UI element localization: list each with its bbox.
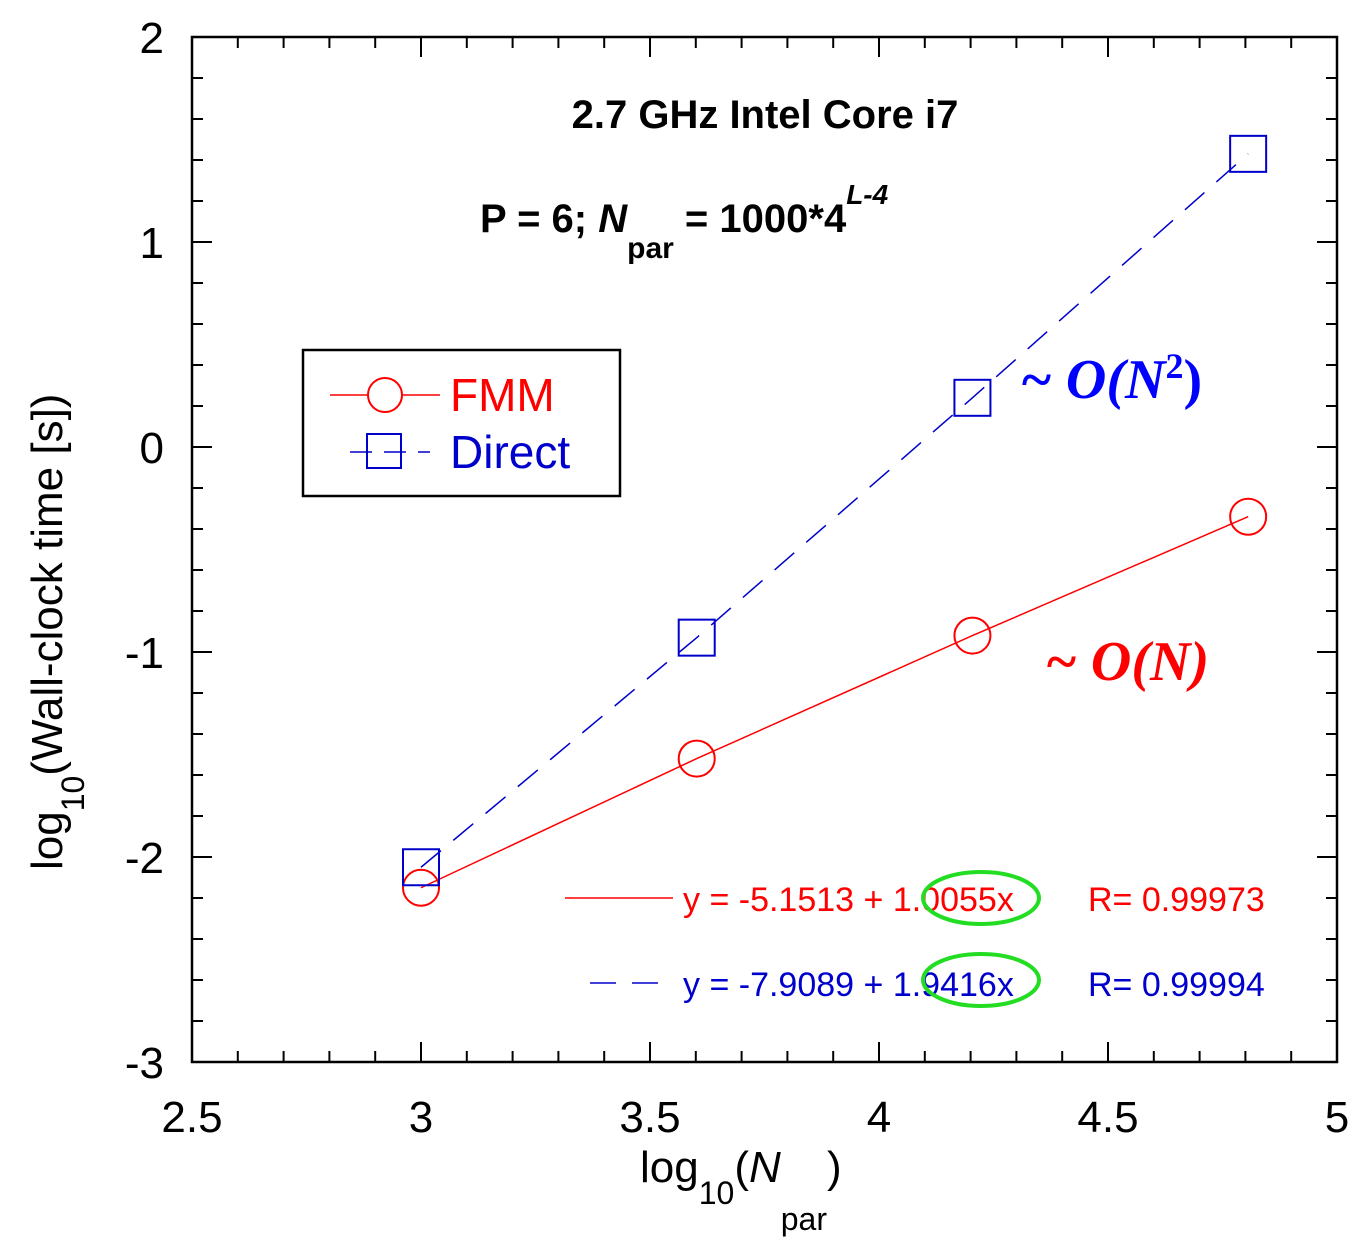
direct-series-line: [420, 153, 1249, 868]
legend: FMM Direct: [301, 348, 622, 498]
fmm-data-point: [953, 616, 992, 655]
x-tick-label: 5: [1325, 1093, 1349, 1142]
direct-data-point: [1229, 134, 1268, 173]
fmm-data-point: [677, 739, 716, 778]
fit-fmm-slope: 1.0055: [893, 881, 997, 919]
direct-scaling-sup: 2: [1165, 346, 1183, 386]
title-exp: L-4: [846, 179, 888, 210]
x-axis-label-sub: 10: [699, 1175, 735, 1211]
fit-direct-highlight: [921, 952, 1041, 1008]
direct-data-point: [677, 618, 716, 657]
fmm-data-point: [1229, 497, 1268, 536]
title-n: N: [598, 197, 628, 241]
fit-direct-pre: y = -7.9089 +: [683, 966, 893, 1004]
title-eq: = 1000*4: [674, 197, 847, 241]
y-tick-label: -1: [125, 629, 164, 678]
fit-fmm-pre: y = -5.1513 +: [683, 881, 893, 919]
axis-tick-labels: 2.5 3 3.5 4 4.5 5 -3 -2 -1 0 1 2: [125, 14, 1349, 1142]
fit-fmm-r: R= 0.99973: [1088, 881, 1265, 919]
y-tick-label: -2: [125, 834, 164, 883]
plot-frame: [190, 35, 1339, 1064]
fmm-data-point: [402, 868, 440, 907]
fit-direct-x: x: [997, 966, 1014, 1004]
y-axis-label-sub: 10: [55, 776, 91, 812]
chart-title-line1: 2.7 GHz Intel Core i7: [572, 93, 959, 137]
x-axis-label-pre: log: [640, 1143, 699, 1192]
x-axis-label: log10(Npar): [640, 1143, 842, 1237]
x-axis-label-n-sub: par: [781, 1201, 828, 1237]
x-tick-label: 2.5: [161, 1093, 222, 1142]
x-tick-label: 3: [409, 1093, 433, 1142]
legend-box: [301, 348, 622, 498]
x-axis-label-n: N: [749, 1143, 781, 1192]
title-n-sub: par: [627, 232, 674, 265]
fit-fmm-x: x: [997, 881, 1014, 919]
y-axis-label: log10(Wall-clock time [s]): [23, 394, 91, 870]
axis-ticks: [191, 36, 1338, 1063]
fit-direct-r: R= 0.99994: [1088, 966, 1265, 1004]
y-axis-label-post: (Wall-clock time [s]): [23, 394, 72, 776]
y-tick-label: 1: [140, 219, 164, 268]
legend-fmm-label: FMM: [450, 369, 555, 421]
direct-data-point: [402, 848, 440, 887]
legend-fmm-marker: [367, 377, 403, 413]
fit-direct-slope: 1.9416: [893, 966, 997, 1004]
y-tick-label: 2: [140, 14, 164, 63]
chart-title-line2: P = 6; Npar = 1000*4L-4: [480, 179, 889, 265]
legend-direct-marker: [366, 433, 402, 469]
direct-data-point: [953, 378, 992, 417]
title-p: P = 6;: [480, 197, 598, 241]
x-tick-label: 4.5: [1077, 1093, 1138, 1142]
x-axis-label-close: ): [827, 1143, 842, 1192]
direct-scaling-close: ): [1183, 349, 1202, 411]
series-layer: [402, 134, 1268, 907]
x-tick-label: 4: [867, 1093, 891, 1142]
fit-fmm-highlight: [921, 870, 1041, 926]
direct-scaling-text: ~ O(N: [1020, 349, 1168, 411]
y-tick-label: -3: [125, 1039, 164, 1088]
y-tick-label: 0: [140, 424, 164, 473]
fmm-series-line: [420, 516, 1249, 889]
legend-direct-label: Direct: [450, 426, 570, 478]
fit-fmm-equation: y = -5.1513 + 1.0055x: [683, 881, 1014, 919]
x-axis-label-open: (: [734, 1143, 749, 1192]
y-axis-label-pre: log: [23, 811, 72, 870]
fmm-scaling-annotation: ~ O(N): [1045, 631, 1209, 693]
direct-scaling-annotation: ~ O(N2): [1020, 346, 1202, 411]
fit-direct-equation: y = -7.9089 + 1.9416x: [683, 966, 1014, 1004]
x-tick-label: 3.5: [619, 1093, 680, 1142]
